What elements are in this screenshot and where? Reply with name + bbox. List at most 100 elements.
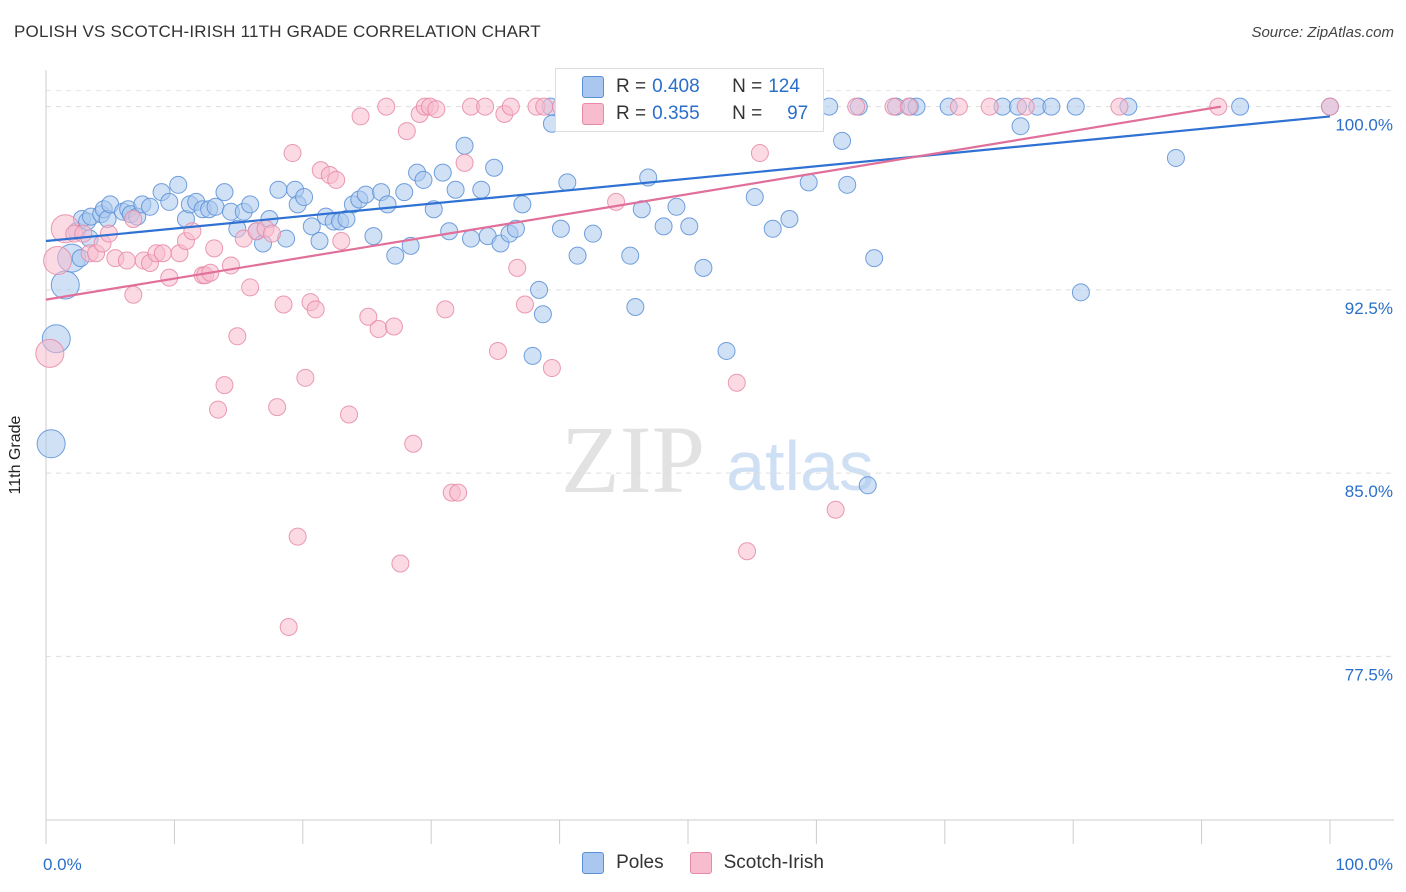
scotch-irish-point <box>268 398 287 417</box>
scotch-irish-point <box>228 327 247 346</box>
scotch-irish-point <box>117 251 136 270</box>
scotch-irish-point <box>427 100 446 119</box>
scotch-irish-point <box>436 300 455 319</box>
poles-point <box>506 219 525 238</box>
poles-point <box>424 200 443 219</box>
poles-point <box>356 185 375 204</box>
scotch-irish-point <box>35 338 65 368</box>
poles-legend-swatch <box>582 852 605 874</box>
scotch-irish-point <box>826 500 845 519</box>
scotch-irish-point <box>124 285 143 304</box>
scotch-irish-point <box>327 170 346 189</box>
poles-point <box>395 183 414 202</box>
poles-point <box>667 197 686 216</box>
poles-point <box>838 175 857 194</box>
legend-item-poles[interactable]: Poles <box>582 852 664 874</box>
poles-point <box>533 305 552 324</box>
scotch-irish-point <box>296 368 315 387</box>
poles-point <box>745 188 764 207</box>
scotch-irish-point <box>515 295 534 314</box>
poles-point <box>295 188 314 207</box>
poles-point <box>780 210 799 229</box>
poles-point <box>386 246 405 265</box>
stats-legend: R = 0.408 N = 124 R = 0.355 N = 97 <box>555 68 824 132</box>
scotch-irish-point <box>847 97 866 116</box>
scotch-irish-point <box>949 97 968 116</box>
r-value: 0.408 <box>652 76 700 97</box>
scotch-irish-point <box>332 232 351 251</box>
n-value: 124 <box>768 76 800 97</box>
poles-point <box>626 297 645 316</box>
scotch-irish-point <box>274 295 293 314</box>
y-tick-label: 92.5% <box>1345 299 1393 318</box>
poles-point <box>160 192 179 211</box>
scotch-irish-point <box>542 359 561 378</box>
r-value: 0.355 <box>652 103 700 124</box>
scotch-irish-point <box>1110 97 1129 116</box>
scotch-irish-point <box>397 122 416 141</box>
poles-point <box>583 224 602 243</box>
n-label: N = <box>732 103 763 124</box>
poles-point <box>401 236 420 255</box>
poles-point <box>472 180 491 199</box>
scotch-irish-point <box>153 244 172 263</box>
scotch-irish-point <box>727 373 746 392</box>
scotch-irish-point <box>262 224 281 243</box>
poles-point <box>269 180 288 199</box>
poles-point <box>433 163 452 182</box>
y-tick-label: 100.0% <box>1335 116 1393 135</box>
poles-point <box>551 219 570 238</box>
scotch-irish-point <box>288 527 307 546</box>
legend-item-scotch-irish[interactable]: Scotch-Irish <box>689 852 824 874</box>
poles-point <box>169 175 188 194</box>
poles-point <box>462 229 481 248</box>
scotch-irish-point <box>535 97 554 116</box>
poles-point <box>621 246 640 265</box>
poles-point <box>141 197 160 216</box>
poles-point <box>455 136 474 155</box>
poles-point <box>865 249 884 268</box>
r-label: R = <box>616 76 647 97</box>
scotch-irish-point <box>750 144 769 163</box>
scotch-irish-point <box>1321 97 1339 116</box>
poles-point <box>378 195 397 214</box>
n-label: N = <box>732 76 763 97</box>
poles-point <box>446 180 465 199</box>
poles-point <box>1066 97 1085 116</box>
scotch-irish-point <box>404 434 423 453</box>
poles-swatch <box>582 76 604 98</box>
poles-point <box>680 217 699 236</box>
poles-point <box>206 197 225 216</box>
scotch-irish-point <box>501 97 520 116</box>
poles-point <box>568 246 587 265</box>
scotch-irish-point <box>980 97 999 116</box>
poles-point <box>833 131 852 150</box>
stats-legend-row-poles: R = 0.408 N = 124 <box>582 74 800 100</box>
scotch-irish-point <box>738 542 757 561</box>
scotch-irish-point <box>279 618 298 637</box>
scotch-irish-point <box>209 400 228 419</box>
poles-point <box>513 195 532 214</box>
scotch-irish-point <box>488 341 507 360</box>
scotch-irish-point <box>377 97 396 116</box>
scotch-irish-point <box>476 97 495 116</box>
scotch-irish-point <box>369 319 388 338</box>
scotch-irish-point <box>215 376 234 395</box>
x-tick-label: 100.0% <box>1335 855 1393 874</box>
poles-point <box>694 258 713 277</box>
poles-point <box>36 429 66 459</box>
scotch-irish-point <box>1016 97 1035 116</box>
stats-legend-row-scotch-irish: R = 0.355 N = 97 <box>582 101 808 127</box>
x-tick-label: 0.0% <box>43 855 82 874</box>
poles-trend-line <box>45 115 1331 243</box>
scotch-irish-point <box>241 278 260 297</box>
poles-point <box>414 170 433 189</box>
chart-title: POLISH VS SCOTCH-IRISH 11TH GRADE CORREL… <box>14 22 541 41</box>
y-tick-label: 77.5% <box>1345 665 1393 684</box>
poles-point <box>440 222 459 241</box>
poles-point <box>215 183 234 202</box>
scotch-irish-point <box>340 405 359 424</box>
poles-point <box>485 158 504 177</box>
scotch-irish-point <box>455 153 474 172</box>
scotch-irish-point <box>899 97 918 116</box>
